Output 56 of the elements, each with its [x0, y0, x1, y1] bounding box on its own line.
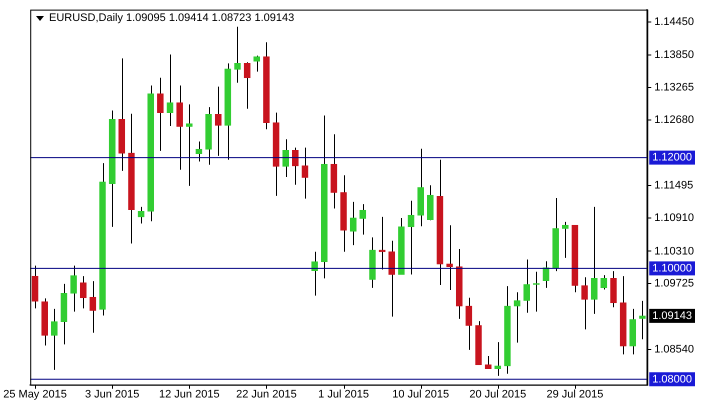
- candlestick: [186, 104, 193, 186]
- candlestick: [446, 224, 453, 291]
- candlestick: [176, 85, 183, 170]
- x-tick-label: 25 May 2015: [3, 388, 67, 400]
- candlestick: [533, 271, 540, 312]
- x-tick-label: 10 Jul 2015: [392, 388, 450, 400]
- candlestick: [484, 355, 492, 370]
- ref-line-label: 1.08000: [652, 373, 692, 386]
- candlestick: [360, 204, 366, 236]
- y-tick-label: 1.10910: [654, 212, 694, 224]
- candlestick: [157, 77, 164, 152]
- candlestick: [234, 26, 241, 84]
- y-tick-label: 1.11495: [654, 180, 694, 192]
- x-tick-label: 3 Jun 2015: [84, 388, 140, 400]
- ref-line-label: 1.12000: [652, 152, 692, 164]
- candlestick: [166, 54, 174, 126]
- x-tick-label: 20 Jul 2015: [469, 388, 526, 400]
- candlestick: [214, 86, 222, 156]
- candlestick: [90, 280, 96, 334]
- x-tick-label: 29 Jul 2015: [546, 388, 604, 400]
- candlestick: [302, 147, 308, 200]
- candlestick: [138, 206, 144, 224]
- candlestick: [542, 260, 550, 288]
- candlestick: [426, 184, 434, 221]
- candlestick: [494, 342, 502, 376]
- candlestick: [70, 265, 77, 312]
- ref-line-label: 1.10000: [652, 262, 692, 274]
- candlestick: [196, 141, 202, 162]
- x-tick-label: 12 Jun 2015: [159, 388, 220, 400]
- candlestick: [590, 206, 598, 314]
- candlestick: [50, 308, 58, 370]
- candlestick: [523, 259, 530, 314]
- x-tick-label: 1 Jul 2015: [318, 388, 369, 400]
- candlestick: [388, 240, 396, 318]
- candlestick: [408, 200, 414, 276]
- y-tick-label: 1.08540: [654, 343, 694, 356]
- y-tick-label: 1.12680: [654, 114, 694, 126]
- candlestick: [466, 297, 472, 350]
- y-tick-label: 1.13850: [654, 49, 694, 62]
- candlestick: [80, 276, 87, 309]
- y-tick-label: 1.10310: [654, 245, 694, 258]
- candlestick: [350, 201, 357, 246]
- candlestick: [244, 62, 250, 110]
- x-tick-label: 22 Jun 2015: [236, 388, 297, 400]
- y-tick-label: 1.09725: [654, 278, 694, 290]
- candlestick: [610, 270, 617, 308]
- candlestick: [562, 221, 569, 258]
- candlestick: [378, 216, 386, 270]
- text: 1.09143: [652, 310, 692, 322]
- candlestick: [581, 276, 588, 330]
- candlestick: [514, 292, 520, 344]
- chart-title: EURUSD,Daily 1.09095 1.09414 1.08723 1.09143: [49, 12, 294, 24]
- candlestick: [253, 55, 260, 72]
- y-tick-label: 1.14450: [654, 16, 694, 28]
- y-tick-label: 1.13265: [654, 82, 694, 94]
- candlestick: [282, 138, 290, 178]
